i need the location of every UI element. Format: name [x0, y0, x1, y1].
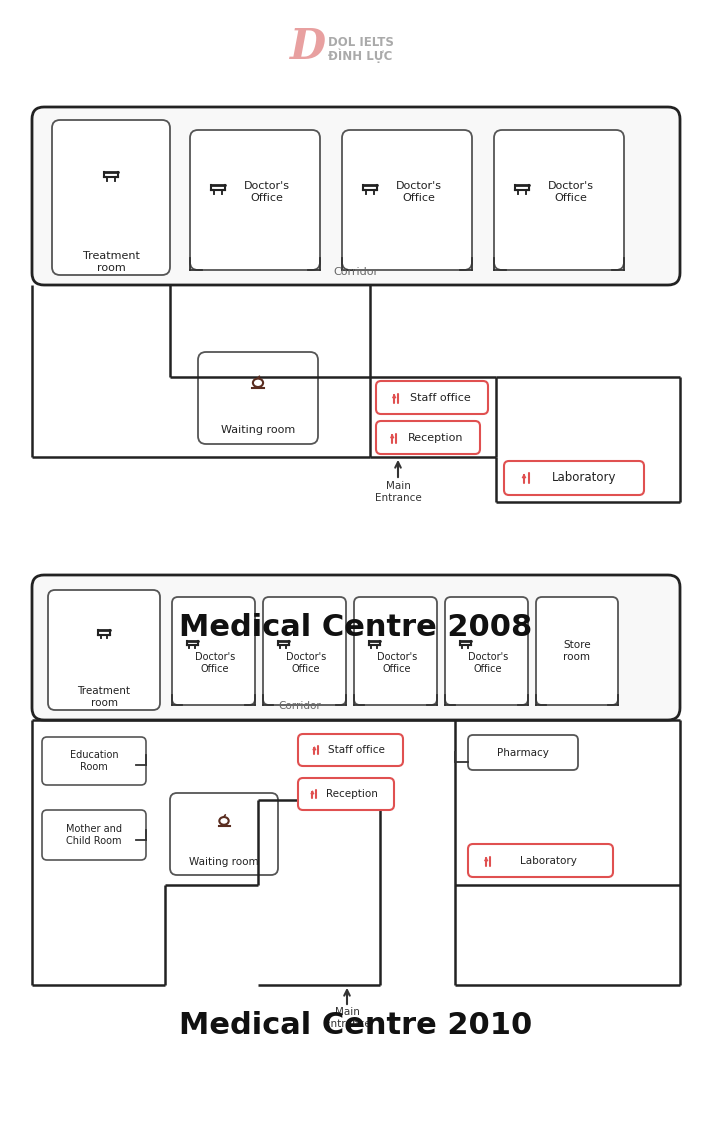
Text: Treatment
room: Treatment room — [78, 686, 130, 708]
Text: Doctor's
Office: Doctor's Office — [195, 652, 235, 674]
FancyBboxPatch shape — [32, 575, 680, 720]
Text: Reception: Reception — [326, 789, 378, 799]
Text: Main
Entrance: Main Entrance — [324, 1008, 370, 1028]
Text: Doctor's
Office: Doctor's Office — [244, 181, 290, 203]
Text: Store
room: Store room — [563, 641, 591, 662]
Text: Mother and
Child Room: Mother and Child Room — [66, 824, 122, 846]
FancyBboxPatch shape — [52, 120, 170, 275]
Text: ĐÌNH LỰC: ĐÌNH LỰC — [328, 49, 392, 63]
Text: Doctor's
Office: Doctor's Office — [377, 652, 417, 674]
FancyBboxPatch shape — [494, 130, 624, 270]
FancyBboxPatch shape — [468, 844, 613, 877]
Text: Main
Entrance: Main Entrance — [375, 481, 422, 503]
Text: Doctor's
Office: Doctor's Office — [286, 652, 326, 674]
Text: Pharmacy: Pharmacy — [497, 748, 549, 758]
Text: Laboratory: Laboratory — [520, 856, 577, 866]
FancyBboxPatch shape — [263, 597, 346, 705]
FancyBboxPatch shape — [354, 597, 437, 705]
Text: Staff office: Staff office — [328, 746, 384, 755]
FancyBboxPatch shape — [42, 811, 146, 860]
FancyBboxPatch shape — [198, 352, 318, 443]
Text: Staff office: Staff office — [409, 393, 471, 404]
Text: D: D — [290, 26, 326, 68]
Text: Reception: Reception — [408, 433, 464, 443]
Text: Doctor's
Office: Doctor's Office — [396, 181, 442, 203]
FancyBboxPatch shape — [42, 736, 146, 785]
FancyBboxPatch shape — [376, 421, 480, 454]
FancyBboxPatch shape — [48, 591, 160, 710]
Text: Education
Room: Education Room — [70, 750, 118, 772]
Text: Treatment
room: Treatment room — [83, 251, 140, 272]
FancyBboxPatch shape — [342, 130, 472, 270]
Text: Corridor: Corridor — [278, 701, 321, 711]
Text: Medical Centre 2008: Medical Centre 2008 — [179, 612, 533, 642]
Text: Laboratory: Laboratory — [552, 472, 617, 484]
Text: DOL IELTS: DOL IELTS — [328, 35, 394, 49]
Text: Doctor's
Office: Doctor's Office — [468, 652, 508, 674]
Text: Doctor's
Office: Doctor's Office — [548, 181, 594, 203]
FancyBboxPatch shape — [468, 735, 578, 770]
Text: Waiting room: Waiting room — [189, 857, 259, 868]
FancyBboxPatch shape — [376, 381, 488, 414]
Text: Corridor: Corridor — [333, 267, 379, 277]
FancyBboxPatch shape — [32, 107, 680, 285]
FancyBboxPatch shape — [298, 777, 394, 811]
FancyBboxPatch shape — [504, 461, 644, 495]
FancyBboxPatch shape — [190, 130, 320, 270]
FancyBboxPatch shape — [170, 793, 278, 876]
FancyBboxPatch shape — [298, 734, 403, 766]
Text: Waiting room: Waiting room — [221, 425, 295, 435]
FancyBboxPatch shape — [445, 597, 528, 705]
FancyBboxPatch shape — [536, 597, 618, 705]
Text: Medical Centre 2010: Medical Centre 2010 — [179, 1010, 533, 1040]
FancyBboxPatch shape — [172, 597, 255, 705]
